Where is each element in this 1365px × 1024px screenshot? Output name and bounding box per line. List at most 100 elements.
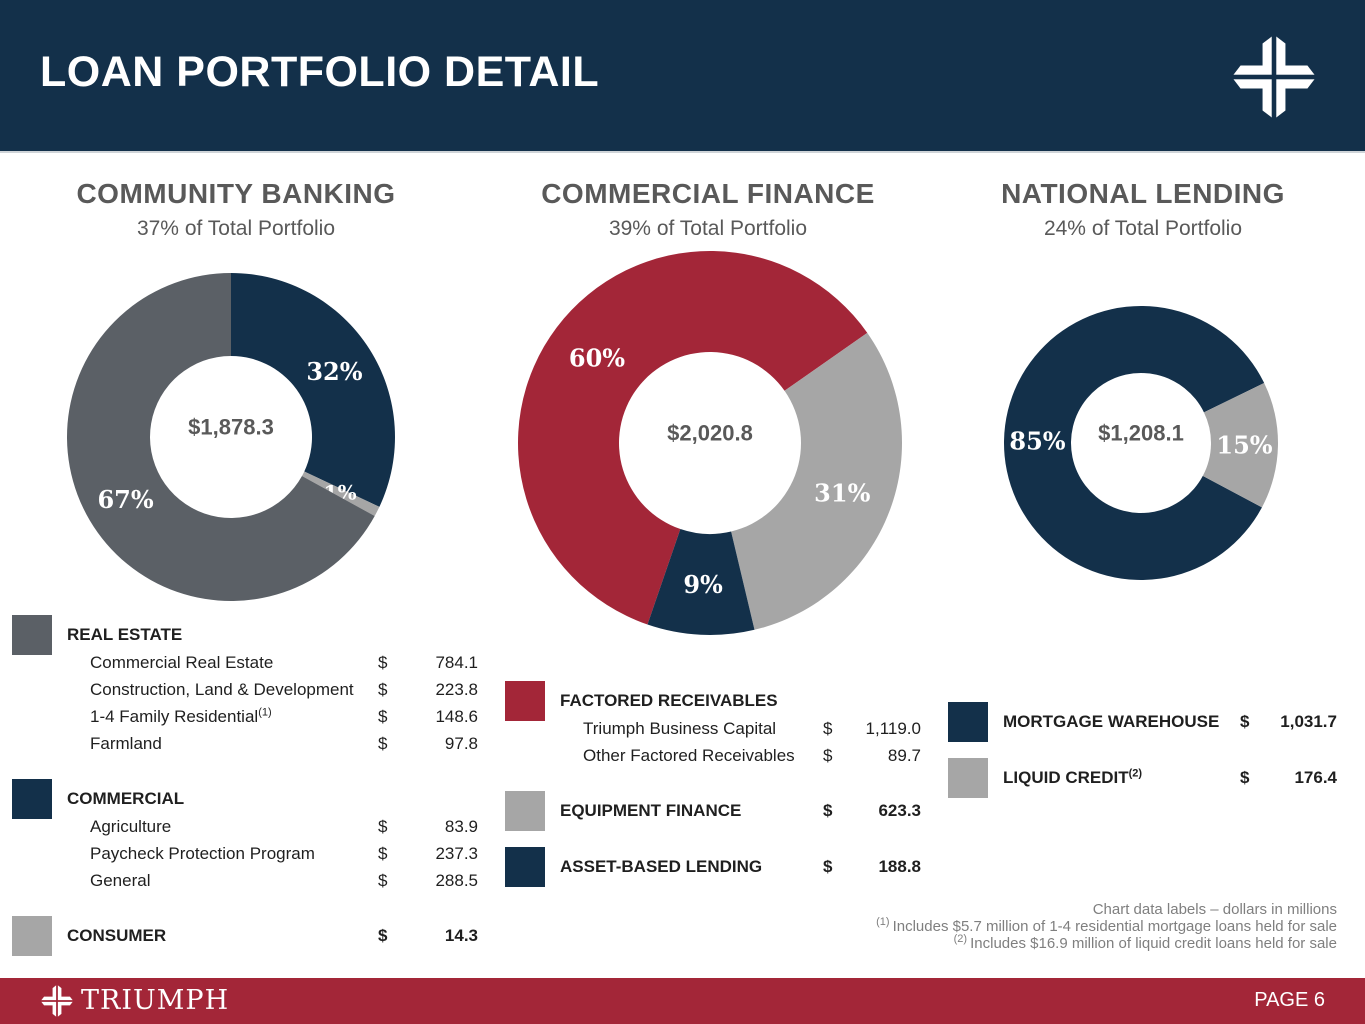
footnote-line: (2) Includes $16.9 million of liquid cre… — [953, 933, 1337, 953]
legend-label: Agriculture — [90, 817, 172, 836]
navy-swatch-icon — [12, 779, 52, 819]
triumph-brand-logo: TRIUMPH — [40, 984, 229, 1018]
dollar-sign: $ — [378, 707, 388, 726]
legend-label: General — [90, 871, 151, 890]
dollar-sign: $ — [378, 817, 388, 836]
dollar-sign: $ — [378, 734, 388, 753]
legend-label: COMMERCIAL — [67, 789, 185, 808]
triumph-cross-icon — [40, 984, 74, 1018]
slice-percent-label: 15% — [1216, 430, 1272, 459]
donut-center-value: $2,020.8 — [667, 421, 753, 446]
legend-label: FACTORED RECEIVABLES — [560, 691, 778, 710]
slice-percent-label: 31% — [814, 479, 870, 508]
legend-row: 1-4 Family Residential(1) $148.6 — [12, 704, 478, 731]
light-gray-swatch-icon — [12, 916, 52, 956]
dollar-sign: $ — [823, 746, 833, 765]
light-gray-swatch-icon — [505, 791, 545, 831]
navy-swatch-icon — [505, 847, 545, 887]
legend-label: ASSET-BASED LENDING — [560, 857, 763, 876]
legend-value: 176.4 — [1294, 768, 1337, 787]
footnote-marker: (2) — [1128, 767, 1143, 780]
legend-row: LIQUID CREDIT(2) $176.4 — [948, 758, 1337, 798]
legend-row: Other Factored Receivables $89.7 — [505, 743, 921, 770]
mortgage-warehouse-slice — [1003, 306, 1265, 581]
dollar-sign: $ — [823, 719, 833, 738]
commercial-finance-legend: FACTORED RECEIVABLES Triumph Business Cap… — [505, 681, 921, 887]
dollar-sign: $ — [378, 926, 388, 945]
dollar-sign: $ — [823, 857, 833, 876]
footnote-line: (1) Includes $5.7 million of 1-4 residen… — [876, 916, 1337, 936]
brand-wordmark: TRIUMPH — [81, 984, 230, 1016]
dark-gray-swatch-icon — [12, 615, 52, 655]
legend-row: Agriculture $83.9 — [12, 814, 478, 841]
legend-label: MORTGAGE WAREHOUSE — [1003, 712, 1220, 731]
national-lending-donut: 85% 15% $1,208.1 — [1003, 306, 1278, 581]
slice-percent-label: 32% — [306, 357, 362, 386]
legend-row: FACTORED RECEIVABLES — [505, 681, 921, 721]
legend-value: 148.6 — [435, 707, 478, 726]
section-subtitle: 24% of Total Portfolio — [1043, 217, 1243, 240]
section-subtitle: 39% of Total Portfolio — [608, 217, 808, 240]
section-subtitle: 37% of Total Portfolio — [136, 217, 336, 240]
legend-row: MORTGAGE WAREHOUSE $1,031.7 — [948, 702, 1337, 742]
slice-percent-label: 1% — [324, 481, 357, 505]
legend-row: Triumph Business Capital $1,119.0 — [505, 716, 921, 743]
liquid-credit-slice — [1202, 382, 1278, 508]
factored-receivables-slice — [518, 251, 868, 625]
legend-value: 288.5 — [435, 871, 478, 890]
legend-value: 237.3 — [435, 844, 478, 863]
legend-value: 83.9 — [444, 817, 478, 836]
section-title: COMMERCIAL FINANCE — [541, 178, 875, 209]
legend-label: Other Factored Receivables — [583, 746, 795, 765]
legend-label: CONSUMER — [67, 926, 167, 945]
dollar-sign: $ — [378, 653, 388, 672]
legend-row: General $288.5 — [12, 868, 478, 895]
slice-percent-label: 67% — [97, 485, 153, 514]
slice-percent-label: 60% — [569, 343, 625, 372]
legend-label: Construction, Land & Development — [90, 680, 354, 699]
legend-label: Triumph Business Capital — [583, 719, 777, 738]
consumer-slice — [301, 471, 380, 517]
legend-value: 1,031.7 — [1280, 712, 1337, 731]
real-estate-slice — [67, 273, 375, 601]
footer-bar: TRIUMPH PAGE 6 — [0, 978, 1365, 1024]
legend-label: LIQUID CREDIT(2) — [1003, 767, 1143, 787]
footnote-marker: (1) — [258, 706, 272, 719]
community-banking-donut: 32% 1% 67% $1,878.3 — [67, 273, 395, 601]
page-number: PAGE 6 — [1254, 989, 1325, 1011]
dollar-sign: $ — [1240, 712, 1250, 731]
legend-row: REAL ESTATE — [12, 615, 478, 655]
legend-row: ASSET-BASED LENDING $188.8 — [505, 847, 921, 887]
equipment-finance-slice — [731, 332, 903, 630]
header-bar: LOAN PORTFOLIO DETAIL — [0, 0, 1365, 153]
community-banking-legend: REAL ESTATE Commercial Real Estate $784.1 C… — [12, 615, 478, 956]
legend-label: Commercial Real Estate — [90, 653, 274, 672]
footnotes: Chart data labels – dollars in millions(… — [876, 901, 1337, 952]
dollar-sign: $ — [378, 680, 388, 699]
legend-label: EQUIPMENT FINANCE — [560, 801, 742, 820]
section-title: COMMUNITY BANKING — [76, 178, 396, 209]
dollar-sign: $ — [378, 871, 388, 890]
legend-value: 89.7 — [887, 746, 921, 765]
community-banking-heading: COMMUNITY BANKING 37% of Total Portfolio — [16, 178, 456, 241]
legend-row: CONSUMER $14.3 — [12, 916, 478, 956]
legend-value: 97.8 — [444, 734, 478, 753]
footnote-line: Chart data labels – dollars in millions — [1092, 901, 1337, 918]
legend-row: COMMERCIAL — [12, 779, 478, 819]
legend-label: REAL ESTATE — [67, 625, 183, 644]
legend-value: 1,119.0 — [865, 719, 921, 738]
commercial-finance-heading: COMMERCIAL FINANCE 39% of Total Portfoli… — [488, 178, 928, 241]
dollar-sign: $ — [823, 801, 833, 820]
national-lending-legend: MORTGAGE WAREHOUSE $1,031.7 LIQUID CREDIT(… — [948, 702, 1337, 798]
commercial-slice — [231, 273, 395, 507]
legend-label: 1-4 Family Residential(1) — [90, 706, 272, 726]
legend-row: EQUIPMENT FINANCE $623.3 — [505, 791, 921, 831]
footnote-marker: (1) — [876, 916, 893, 928]
red-swatch-icon — [505, 681, 545, 721]
donut-center-value: $1,878.3 — [188, 415, 274, 440]
national-lending-heading: NATIONAL LENDING 24% of Total Portfolio — [923, 178, 1363, 241]
legend-row: Paycheck Protection Program $237.3 — [12, 841, 478, 868]
legend-label: Paycheck Protection Program — [90, 844, 315, 863]
page-title: LOAN PORTFOLIO DETAIL — [40, 48, 600, 96]
